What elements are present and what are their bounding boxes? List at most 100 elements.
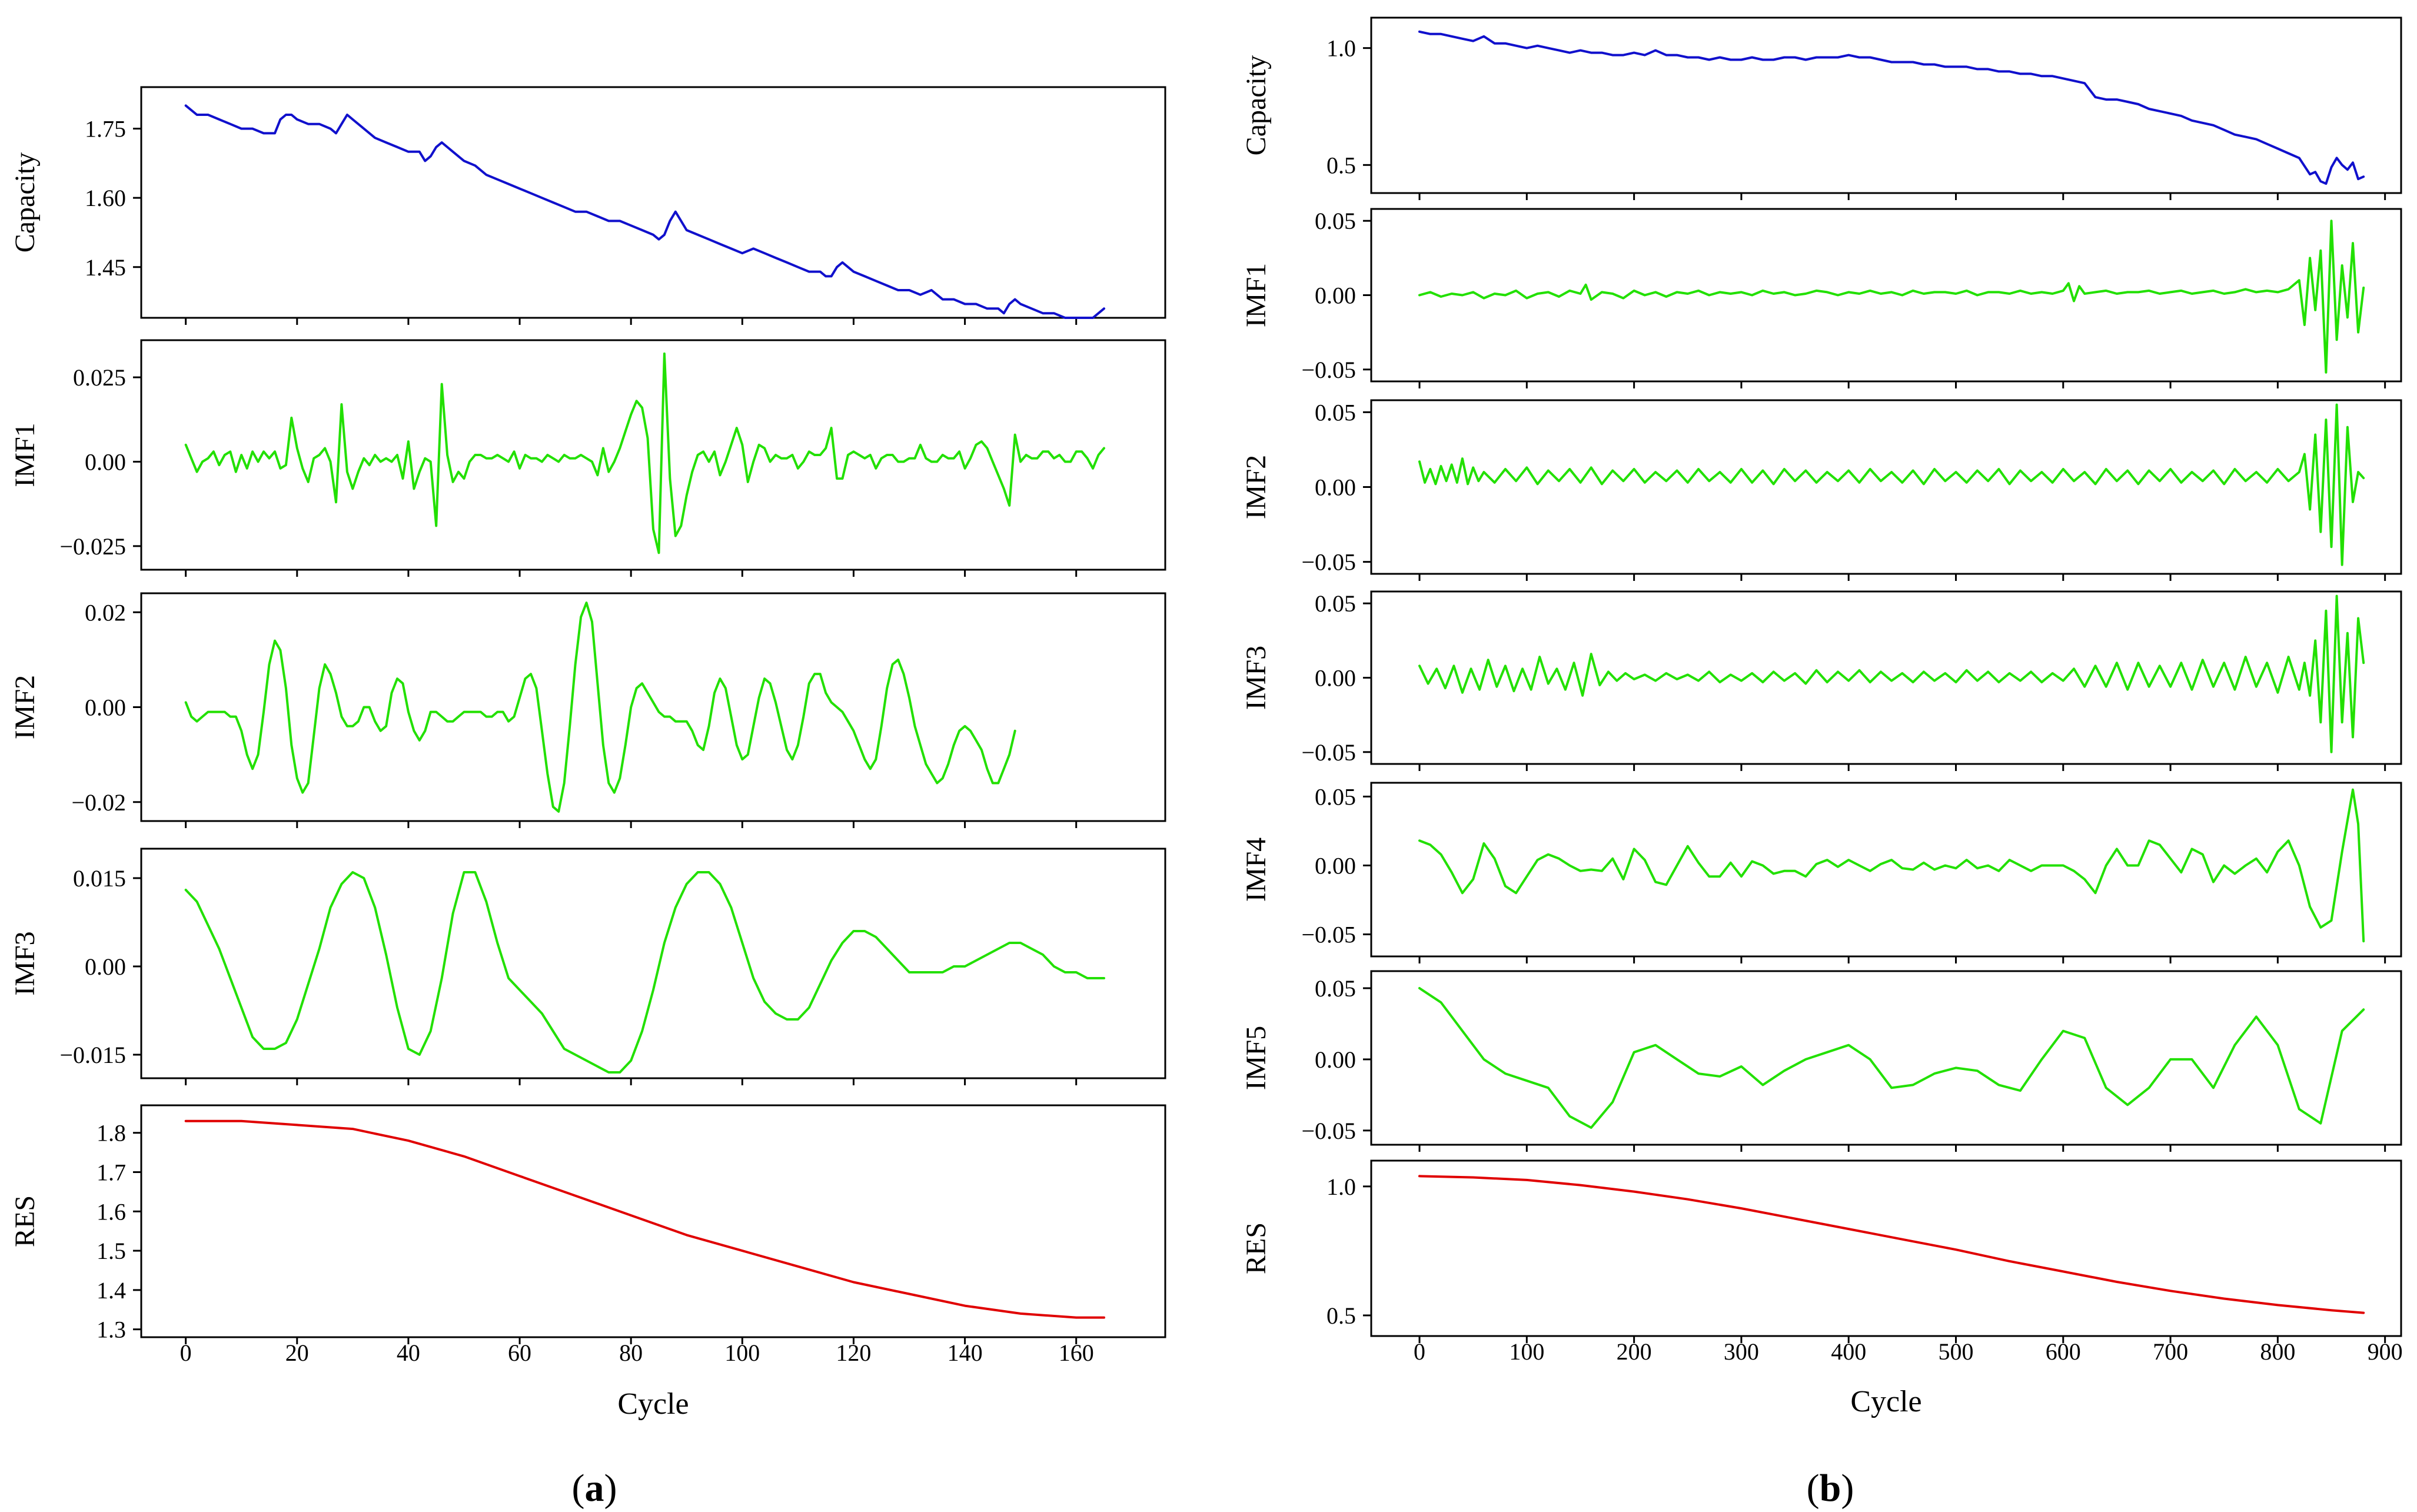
y-axis-label: IMF2 xyxy=(9,675,41,739)
y-tick-label: 0.02 xyxy=(85,599,126,626)
y-tick-label: 1.4 xyxy=(97,1277,126,1304)
y-tick-label: 0.015 xyxy=(73,865,126,892)
y-tick-label: −0.05 xyxy=(1301,1118,1356,1144)
y-tick-label: −0.02 xyxy=(71,789,126,816)
panel-frame xyxy=(1370,782,2402,958)
panel-frame xyxy=(1370,1159,2402,1337)
panel-b-res: 0.5 1.0 RES xyxy=(1241,1159,2402,1343)
y-tick-label: 1.8 xyxy=(97,1120,126,1147)
y-tick-label: 1.3 xyxy=(97,1317,126,1343)
y-tick-label: 0.05 xyxy=(1315,208,1356,234)
series-line-imf1 xyxy=(184,352,1105,554)
y-axis-label: Capacity xyxy=(9,152,41,253)
figure-caption: (a) xyxy=(572,1467,617,1510)
panel-frame xyxy=(140,848,1166,1079)
x-tick-label: 300 xyxy=(1724,1338,1759,1365)
x-tick-label: 20 xyxy=(285,1340,309,1366)
y-tick-label: 1.6 xyxy=(97,1198,126,1225)
x-tick-label: 800 xyxy=(2260,1338,2295,1365)
x-tick-label: 140 xyxy=(947,1340,983,1366)
series-line-imf3 xyxy=(184,871,1105,1074)
y-tick-label: −0.05 xyxy=(1301,739,1356,766)
panel-a-imf3: −0.015 0.00 0.015 IMF3 xyxy=(9,848,1166,1085)
panel-b-imf4: −0.05 0.00 0.05 IMF4 xyxy=(1241,782,2402,963)
y-tick-label: 0.00 xyxy=(85,448,126,475)
series-line-imf3 xyxy=(1418,594,2365,753)
y-tick-label: 1.7 xyxy=(97,1159,126,1186)
figure-caption: (b) xyxy=(1807,1467,1854,1510)
y-tick-label: 0.025 xyxy=(73,364,126,391)
x-tick-label: 900 xyxy=(2368,1338,2403,1365)
y-tick-label: 1.5 xyxy=(97,1238,126,1264)
series-line-imf1 xyxy=(1418,220,2365,374)
y-tick-label: 0.05 xyxy=(1315,590,1356,617)
x-tick-label: 600 xyxy=(2046,1338,2081,1365)
x-tick-label: 120 xyxy=(836,1340,871,1366)
panel-frame xyxy=(1370,970,2402,1146)
y-axis-label: RES xyxy=(1241,1222,1272,1274)
x-tick-label: 100 xyxy=(724,1340,760,1366)
series-line-capacity xyxy=(184,104,1105,319)
panel-a-capacity: 1.45 1.60 1.75 Capacity xyxy=(9,86,1166,325)
panel-frame xyxy=(140,1104,1166,1338)
y-axis-label: IMF2 xyxy=(1241,455,1272,519)
panel-a-res: 1.3 1.4 1.5 1.6 1.7 1.8 RES xyxy=(9,1104,1166,1344)
y-tick-label: 1.75 xyxy=(85,116,126,142)
y-tick-label: 1.45 xyxy=(85,254,126,281)
panel-b-imf3: −0.05 0.00 0.05 IMF3 xyxy=(1241,590,2402,771)
y-tick-label: −0.05 xyxy=(1301,549,1356,576)
panel-frame xyxy=(140,86,1166,319)
y-tick-label: 0.5 xyxy=(1326,152,1356,178)
y-tick-label: 1.60 xyxy=(85,185,126,211)
x-tick-label: 100 xyxy=(1509,1338,1544,1365)
y-axis-label: IMF5 xyxy=(1241,1026,1272,1090)
x-tick-label: 160 xyxy=(1059,1340,1094,1366)
y-tick-label: 0.00 xyxy=(85,953,126,980)
y-axis-label: IMF1 xyxy=(9,423,41,487)
y-axis-label: RES xyxy=(9,1195,41,1247)
series-line-res xyxy=(1418,1175,2365,1314)
x-tick-label: 500 xyxy=(1938,1338,1973,1365)
x-tick-label: 40 xyxy=(397,1340,420,1366)
panel-b-capacity: 0.5 1.0 Capacity xyxy=(1241,16,2402,200)
x-tick-label: 0 xyxy=(1414,1338,1425,1365)
y-tick-label: 0.00 xyxy=(85,694,126,721)
series-line-capacity xyxy=(1418,30,2365,185)
panel-frame xyxy=(1370,399,2402,575)
x-tick-label: 80 xyxy=(619,1340,643,1366)
y-tick-label: −0.015 xyxy=(59,1042,126,1068)
x-tick-label: 200 xyxy=(1617,1338,1652,1365)
y-tick-label: 0.05 xyxy=(1315,399,1356,426)
y-axis-label: IMF1 xyxy=(1241,263,1272,327)
x-axis-label: Cycle xyxy=(1850,1385,1921,1418)
y-tick-label: 1.0 xyxy=(1326,35,1356,62)
y-tick-label: 0.05 xyxy=(1315,975,1356,1002)
x-axis-label: Cycle xyxy=(617,1387,689,1421)
panel-b-imf5: −0.05 0.00 0.05 IMF5 xyxy=(1241,970,2402,1152)
y-tick-label: 0.00 xyxy=(1315,283,1356,309)
x-tick-label: 0 xyxy=(180,1340,192,1366)
panel-a-imf1: −0.025 0.00 0.025 IMF1 xyxy=(9,339,1166,577)
y-tick-label: −0.025 xyxy=(59,533,126,560)
panel-b-imf1: −0.05 0.00 0.05 IMF1 xyxy=(1241,208,2402,388)
series-line-imf4 xyxy=(1418,788,2365,943)
series-line-imf5 xyxy=(1418,987,2365,1129)
panel-frame xyxy=(1370,16,2402,194)
y-tick-label: −0.05 xyxy=(1301,922,1356,948)
y-tick-label: 0.00 xyxy=(1315,1046,1356,1073)
x-tick-label: 400 xyxy=(1831,1338,1866,1365)
panel-b-imf2: −0.05 0.00 0.05 IMF2 xyxy=(1241,399,2402,581)
y-axis-label: Capacity xyxy=(1241,55,1272,156)
x-tick-label: 60 xyxy=(508,1340,531,1366)
panel-frame xyxy=(140,592,1166,822)
y-axis-label: IMF4 xyxy=(1241,838,1272,902)
panel-a-imf2: −0.02 0.00 0.02 IMF2 xyxy=(9,592,1166,828)
y-tick-label: 0.05 xyxy=(1315,783,1356,810)
y-tick-label: 0.00 xyxy=(1315,852,1356,879)
y-axis-label: IMF3 xyxy=(1241,646,1272,710)
series-line-res xyxy=(184,1119,1105,1319)
series-line-imf2 xyxy=(184,602,1016,813)
y-tick-label: 1.0 xyxy=(1326,1174,1356,1200)
y-tick-label: 0.00 xyxy=(1315,665,1356,692)
